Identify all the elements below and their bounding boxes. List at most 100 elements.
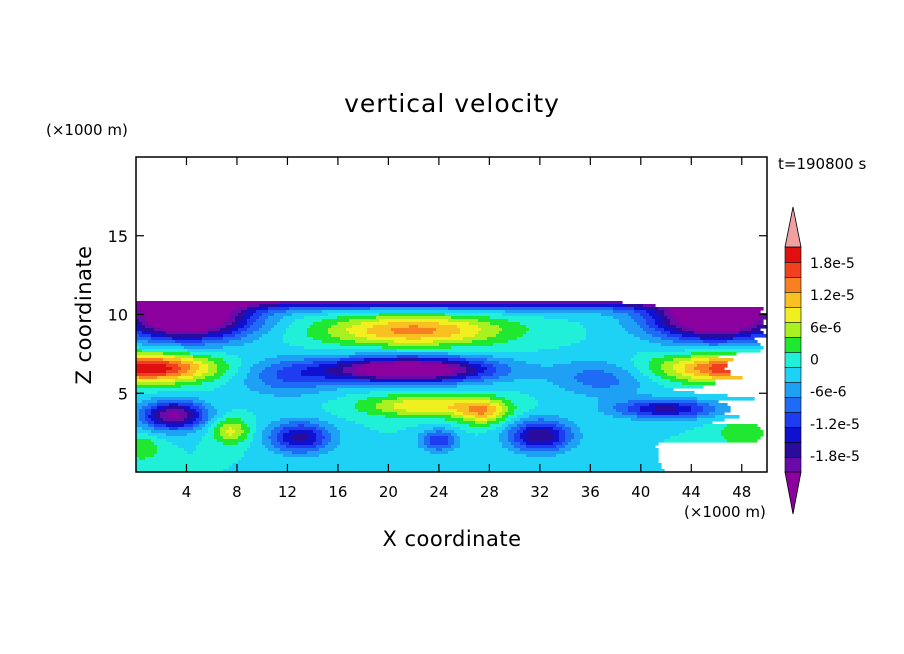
contour-cell xyxy=(247,310,257,314)
contour-cell xyxy=(385,415,452,419)
contour-cell xyxy=(760,316,767,320)
contour-cell xyxy=(439,322,470,326)
contour-cell xyxy=(136,463,233,467)
colorbar-segment xyxy=(784,381,802,398)
contour-cell xyxy=(139,319,146,323)
contour-cell xyxy=(646,319,656,323)
contour-cell xyxy=(523,430,530,434)
contour-cell xyxy=(634,334,653,338)
contour-cell xyxy=(265,358,305,362)
contour-cell xyxy=(664,370,677,374)
contour-cell xyxy=(511,427,521,431)
contour-cell xyxy=(457,421,476,425)
contour-cell xyxy=(445,427,461,431)
contour-cell xyxy=(202,418,209,422)
contour-cell xyxy=(490,322,521,326)
contour-cell xyxy=(499,433,509,437)
contour-cell xyxy=(370,361,395,365)
contour-cell xyxy=(574,433,584,437)
contour-cell xyxy=(682,382,716,386)
contour-cell xyxy=(520,391,575,395)
contour-cell xyxy=(466,367,476,371)
contour-cell xyxy=(352,325,374,329)
contour-cell xyxy=(484,412,494,416)
contour-cell xyxy=(187,370,197,374)
contour-cell xyxy=(691,376,713,380)
contour-cell xyxy=(505,412,515,416)
contour-cell xyxy=(694,367,710,371)
contour-cell xyxy=(448,451,515,455)
contour-cell xyxy=(367,337,407,341)
contour-cell xyxy=(328,400,359,404)
contour-cell xyxy=(478,433,500,437)
contour-cell xyxy=(136,301,281,305)
contour-cell xyxy=(208,418,212,422)
contour-cell xyxy=(640,409,656,413)
contour-cell xyxy=(352,364,365,368)
contour-cell xyxy=(418,439,425,443)
contour-cell xyxy=(484,370,497,374)
contour-cell xyxy=(577,424,704,428)
contour-cell xyxy=(571,427,581,431)
contour-cell xyxy=(190,409,197,413)
contour-cell xyxy=(640,385,665,389)
contour-cell xyxy=(340,337,368,341)
contour-cell xyxy=(184,421,194,425)
colorbar-segment xyxy=(784,396,802,413)
contour-cell xyxy=(217,364,230,368)
contour-cell xyxy=(424,436,431,440)
contour-cell xyxy=(631,418,698,422)
contour-cell xyxy=(559,346,764,350)
contour-cell xyxy=(151,406,158,410)
contour-cell xyxy=(727,439,758,443)
contour-cell xyxy=(493,355,635,359)
contour-cell xyxy=(469,364,482,368)
contour-cell xyxy=(463,415,476,419)
contour-cell xyxy=(652,370,665,374)
contour-cell xyxy=(139,376,158,380)
contour-cell xyxy=(346,328,368,332)
contour-cell xyxy=(244,379,263,383)
contour-cell xyxy=(154,454,245,458)
contour-cell xyxy=(508,373,578,377)
contour-cell xyxy=(502,409,509,413)
contour-cell xyxy=(277,370,302,374)
contour-cell xyxy=(142,322,149,326)
contour-cell xyxy=(508,448,521,452)
contour-cell xyxy=(277,322,293,326)
contour-cell xyxy=(364,364,449,368)
contour-cell xyxy=(580,439,665,443)
contour-cell xyxy=(373,325,410,329)
contour-cell xyxy=(136,310,143,314)
contour-cell xyxy=(673,340,704,344)
contour-cell xyxy=(244,439,254,443)
contour-cell xyxy=(640,406,656,410)
contour-cell xyxy=(136,457,140,461)
contour-cell xyxy=(457,325,479,329)
contour-cell xyxy=(661,316,668,320)
contour-cell xyxy=(226,319,236,323)
contour-cell xyxy=(163,352,191,356)
contour-cell xyxy=(724,427,761,431)
contour-cell xyxy=(502,430,509,434)
contour-cell xyxy=(691,358,710,362)
contour-cell xyxy=(424,448,437,452)
contour-cell xyxy=(289,325,311,329)
contour-cell xyxy=(583,436,671,440)
contour-cell xyxy=(421,361,443,365)
contour-cell xyxy=(148,322,224,326)
contour-cell xyxy=(574,376,617,380)
contour-cell xyxy=(151,418,158,422)
contour-cell xyxy=(274,394,302,398)
contour-cell xyxy=(661,343,710,347)
contour-cell xyxy=(244,325,251,329)
contour-cell xyxy=(172,442,200,446)
contour-cell xyxy=(163,418,185,422)
contour-cell xyxy=(640,370,653,374)
contour-cell xyxy=(139,346,185,350)
contour-cell xyxy=(283,454,320,458)
contour-cell xyxy=(163,328,209,332)
contour-cell xyxy=(691,406,704,410)
contour-cell xyxy=(277,433,284,437)
